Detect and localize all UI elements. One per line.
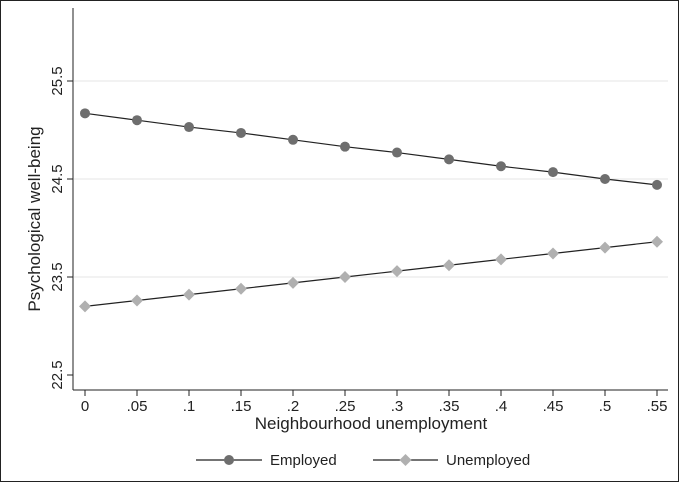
legend-unemployed-label: Unemployed [446,452,530,469]
x-tick-label: .1 [183,398,196,415]
legend: Employed Unemployed [196,452,530,469]
x-tick-label: 0 [81,398,89,415]
unemployed-point [547,247,559,260]
x-tick-label: .55 [647,398,668,415]
unemployed-point [495,253,507,266]
x-tick-label: .15 [231,398,252,415]
y-tick-label: 24.5 [49,164,66,193]
employed-point [132,115,142,126]
employed-point [496,161,506,172]
employed-point [392,147,402,158]
employed-series-line [84,112,658,186]
employed-point [548,167,558,178]
y-axis-ticks: 22.5 23.5 24.5 25.5 [49,66,73,390]
employed-point [444,154,454,165]
unemployed-point [287,276,299,289]
series-group [79,108,663,313]
unemployed-point [443,259,455,272]
x-tick-label: .35 [439,398,460,415]
employed-point [600,174,610,184]
x-tick-label: .05 [127,398,148,415]
gridlines [74,80,668,278]
employed-point [652,179,662,190]
unemployed-point [235,282,247,295]
x-tick-label: .2 [287,398,300,415]
unemployed-point [391,265,403,278]
employed-point [288,134,298,145]
unemployed-point [79,300,91,313]
axes [72,8,668,391]
employed-point [340,141,350,152]
unemployed-point [183,288,195,301]
employed-point [80,108,90,119]
x-tick-label: .25 [335,398,356,415]
employed-point [236,127,246,138]
unemployed-series-line [84,241,658,307]
x-axis-ticks: 0 .05 .1 .15 .2 .25 .3 .35 .4 .45 .5 .55 [81,390,668,415]
employed-point [184,122,194,133]
x-axis-title: Neighbourhood unemployment [255,414,488,433]
x-tick-label: .5 [599,398,612,415]
unemployed-point [599,241,611,254]
x-tick-label: .45 [543,398,564,415]
y-axis-title: Psychological well-being [25,126,44,311]
x-tick-label: .4 [495,398,508,415]
x-tick-label: .3 [391,398,404,415]
y-tick-label: 23.5 [49,262,66,291]
legend-unemployed-marker [399,454,412,466]
y-tick-label: 25.5 [49,66,66,95]
unemployed-point [651,235,663,248]
unemployed-point [131,294,143,307]
unemployed-point [339,271,351,283]
y-tick-label: 22.5 [49,360,66,389]
legend-employed-marker [224,455,234,465]
legend-employed-label: Employed [270,452,337,469]
